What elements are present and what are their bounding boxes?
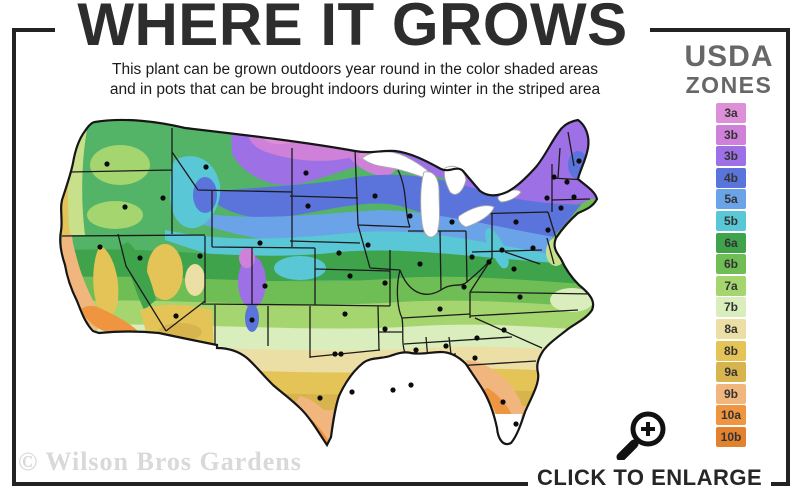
zone-label: 6b (723, 257, 738, 272)
zone-swatch-5b: 5b (716, 210, 746, 231)
zone-legend: 3a 3b 3b 4b 5a 5b 6a 6b 7a 7b 8a 8b 9a 9b 10a 10b (716, 103, 746, 449)
zone-label: 3b (723, 149, 738, 164)
zone-label: 7b (723, 300, 738, 315)
zone-swatch-8b: 8b (716, 340, 746, 361)
zone-label: 9b (723, 386, 738, 401)
great-lakes (361, 151, 522, 238)
zone-label: 4b (723, 170, 738, 185)
watermark: © Wilson Bros Gardens (18, 447, 302, 476)
zone-swatch-6b: 6b (716, 254, 746, 275)
zone-swatch-7a: 7a (716, 275, 746, 296)
page-title: WHERE IT GROWS (55, 0, 650, 57)
zone-swatch-9a: 9a (716, 362, 746, 383)
zone-swatch-3a: 3a (716, 103, 746, 123)
zone-label: 5b (723, 213, 738, 228)
city-dots (97, 158, 582, 427)
zone-swatch-3b: 3b (716, 146, 746, 167)
zone-swatch-3b: 3b (716, 124, 746, 145)
legend-title: USDA ZONES (668, 40, 790, 99)
zone-label: 5a (724, 192, 738, 207)
zone-swatch-8a: 8a (716, 318, 746, 339)
zone-swatch-10b: 10b (716, 426, 746, 447)
zone-shading (60, 119, 597, 445)
zone-label: 9a (724, 365, 738, 380)
zone-label: 7a (724, 278, 738, 293)
zone-swatch-4b: 4b (716, 167, 746, 188)
zone-swatch-5a: 5a (716, 189, 746, 210)
subtitle: This plant can be grown outdoors year ro… (55, 60, 655, 101)
zone-label: 3a (724, 106, 738, 120)
click-to-enlarge-button[interactable]: CLICK TO ENLARGE (528, 463, 772, 499)
zone-label: 8a (724, 321, 738, 336)
zone-label: 10a (720, 408, 742, 423)
usda-zone-map[interactable] (48, 108, 676, 480)
magnifier-plus-icon[interactable] (612, 402, 676, 460)
zone-label: 8b (723, 343, 738, 358)
zone-label: 3b (723, 127, 738, 142)
legend-title-zones: ZONES (685, 72, 773, 98)
zone-label: 10b (720, 429, 742, 444)
zone-label: 6a (724, 235, 738, 250)
zone-swatch-10a: 10a (716, 405, 746, 426)
zone-swatch-7b: 7b (716, 297, 746, 318)
subtitle-line-2: and in pots that can be brought indoors … (109, 81, 601, 99)
zone-swatch-6a: 6a (716, 232, 746, 253)
legend-title-usda: USDA (684, 40, 774, 73)
subtitle-line-1: This plant can be grown outdoors year ro… (112, 61, 598, 78)
zone-swatch-9b: 9b (716, 383, 746, 404)
